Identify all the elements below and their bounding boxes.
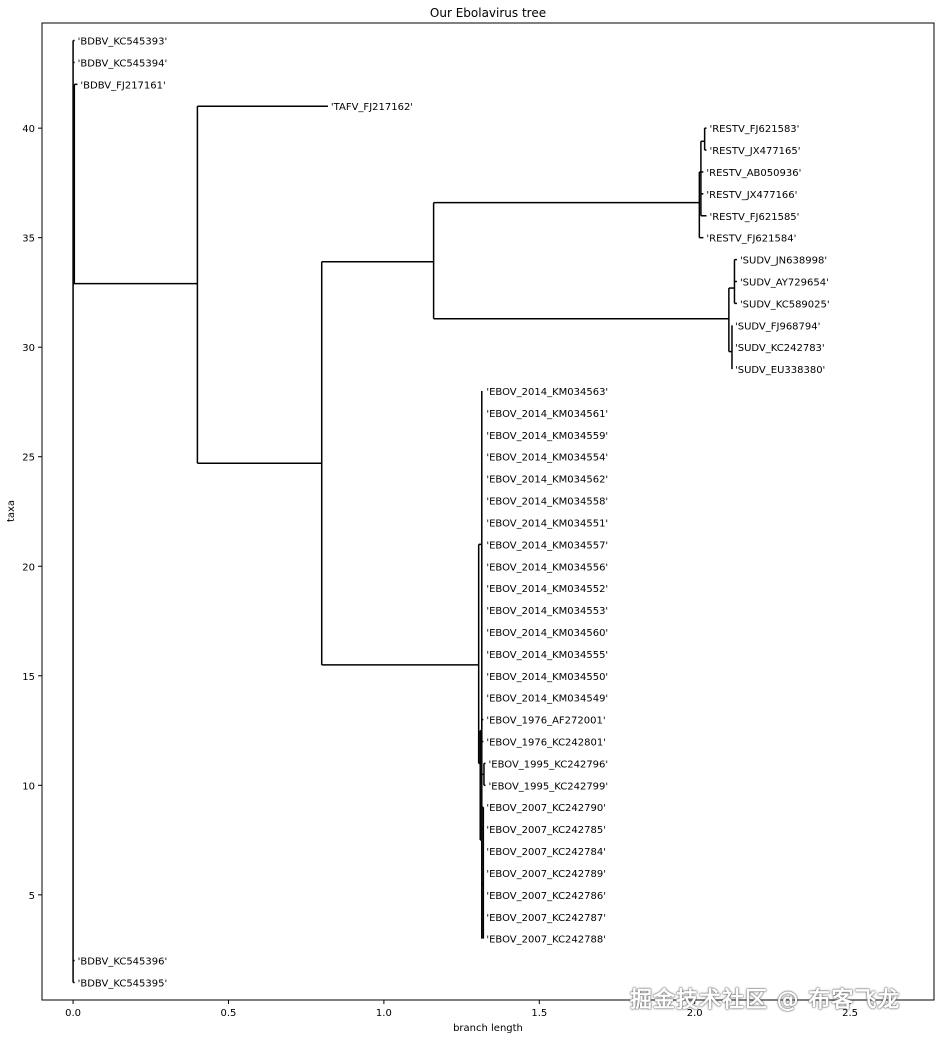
leaf-label: 'EBOV_2014_KM034561' (486, 409, 608, 420)
leaf-label: 'BDBV_KC545393' (78, 37, 168, 48)
y-tick-label: 20 (22, 562, 35, 573)
leaf-label: 'EBOV_2014_KM034550' (486, 672, 608, 683)
leaf-label: 'EBOV_2014_KM034549' (486, 694, 608, 705)
plot-frame (41, 22, 935, 1001)
leaf-label: 'BDBV_KC545394' (78, 58, 168, 69)
leaf-label: 'SUDV_JN638998' (740, 256, 827, 267)
x-tick-label: 0.5 (221, 1008, 237, 1019)
leaf-label: 'EBOV_2014_KM034557' (486, 540, 608, 551)
leaf-label: 'EBOV_2007_KC242790' (486, 803, 606, 814)
x-axis-label: branch length (453, 1023, 523, 1034)
leaf-label: 'SUDV_EU338380' (735, 365, 825, 376)
leaf-label: 'EBOV_2014_KM034552' (486, 584, 608, 595)
leaf-label: 'EBOV_2007_KC242785' (486, 825, 606, 836)
x-tick-label: 2.5 (842, 1008, 858, 1019)
leaf-label: 'RESTV_FJ621585' (709, 212, 799, 223)
leaf-label: 'EBOV_2014_KM034560' (486, 628, 608, 639)
x-tick-label: 0.0 (65, 1008, 81, 1019)
leaf-label: 'EBOV_2014_KM034555' (486, 650, 608, 661)
y-tick-label: 5 (29, 891, 35, 902)
leaf-label: 'SUDV_FJ968794' (735, 321, 820, 332)
x-tick-label: 1.0 (376, 1008, 392, 1019)
leaf-label: 'RESTV_JX477165' (709, 146, 800, 157)
y-tick-label: 25 (22, 453, 35, 464)
y-tick-label: 10 (22, 781, 35, 792)
leaf-label: 'EBOV_2007_KC242786' (486, 891, 606, 902)
leaf-label: 'RESTV_FJ621584' (706, 234, 796, 245)
leaf-label: 'RESTV_AB050936' (706, 168, 801, 179)
leaf-label: 'EBOV_1995_KC242796' (489, 759, 609, 770)
leaf-label: 'TAFV_FJ217162' (331, 102, 413, 113)
leaf-label: 'RESTV_JX477166' (706, 190, 797, 201)
leaf-label: 'BDBV_KC545395' (78, 978, 168, 989)
leaf-label: 'EBOV_2014_KM034558' (486, 497, 608, 508)
leaf-label: 'SUDV_AY729654' (740, 277, 829, 288)
leaf-label: 'EBOV_2007_KC242789' (486, 869, 606, 880)
leaf-label: 'EBOV_2014_KM034554' (486, 453, 608, 464)
x-axis: 0.0 0.5 1.0 1.5 2.0 2.5 (65, 1000, 858, 1019)
leaf-label: 'EBOV_2014_KM034563' (486, 387, 608, 398)
watermark-text: 掘金技术社区 @ 布客飞龙 (630, 988, 901, 1013)
leaf-label: 'SUDV_KC242783' (735, 343, 825, 354)
leaf-label: 'EBOV_1995_KC242799' (489, 781, 609, 792)
leaf-label: 'EBOV_2014_KM034551' (486, 518, 608, 529)
leaf-label: 'EBOV_2007_KC242784' (486, 847, 606, 858)
chart-title: Our Ebolavirus tree (430, 6, 546, 20)
leaf-label: 'EBOV_1976_AF272001' (486, 716, 605, 727)
y-axis: 5 10 15 20 25 30 35 40 (22, 124, 42, 902)
leaf-label: 'EBOV_2014_KM034553' (486, 606, 608, 617)
y-tick-label: 35 (22, 234, 35, 245)
y-tick-label: 40 (22, 124, 35, 135)
leaf-label: 'BDBV_FJ217161' (80, 80, 165, 91)
leaf-label: 'RESTV_FJ621583' (709, 124, 799, 135)
leaf-label: 'EBOV_2007_KC242788' (486, 935, 606, 946)
leaf-label: 'EBOV_2014_KM034562' (486, 475, 608, 486)
y-tick-label: 30 (22, 343, 35, 354)
x-tick-label: 2.0 (687, 1008, 703, 1019)
y-axis-label: taxa (6, 500, 17, 522)
leaf-label: 'EBOV_2007_KC242787' (486, 913, 606, 924)
tree-branches (72, 39, 737, 984)
leaf-label: 'EBOV_1976_KC242801' (486, 738, 606, 749)
x-tick-label: 1.5 (531, 1008, 547, 1019)
leaf-label: 'EBOV_2014_KM034559' (486, 431, 608, 442)
leaf-label: 'SUDV_KC589025' (740, 299, 830, 310)
leaf-labels: 'BDBV_KC545395' 'BDBV_KC545396' 'EBOV_2007… (78, 37, 830, 990)
leaf-label: 'EBOV_2014_KM034556' (486, 562, 608, 573)
y-tick-label: 15 (22, 672, 35, 683)
leaf-label: 'BDBV_KC545396' (78, 957, 168, 968)
